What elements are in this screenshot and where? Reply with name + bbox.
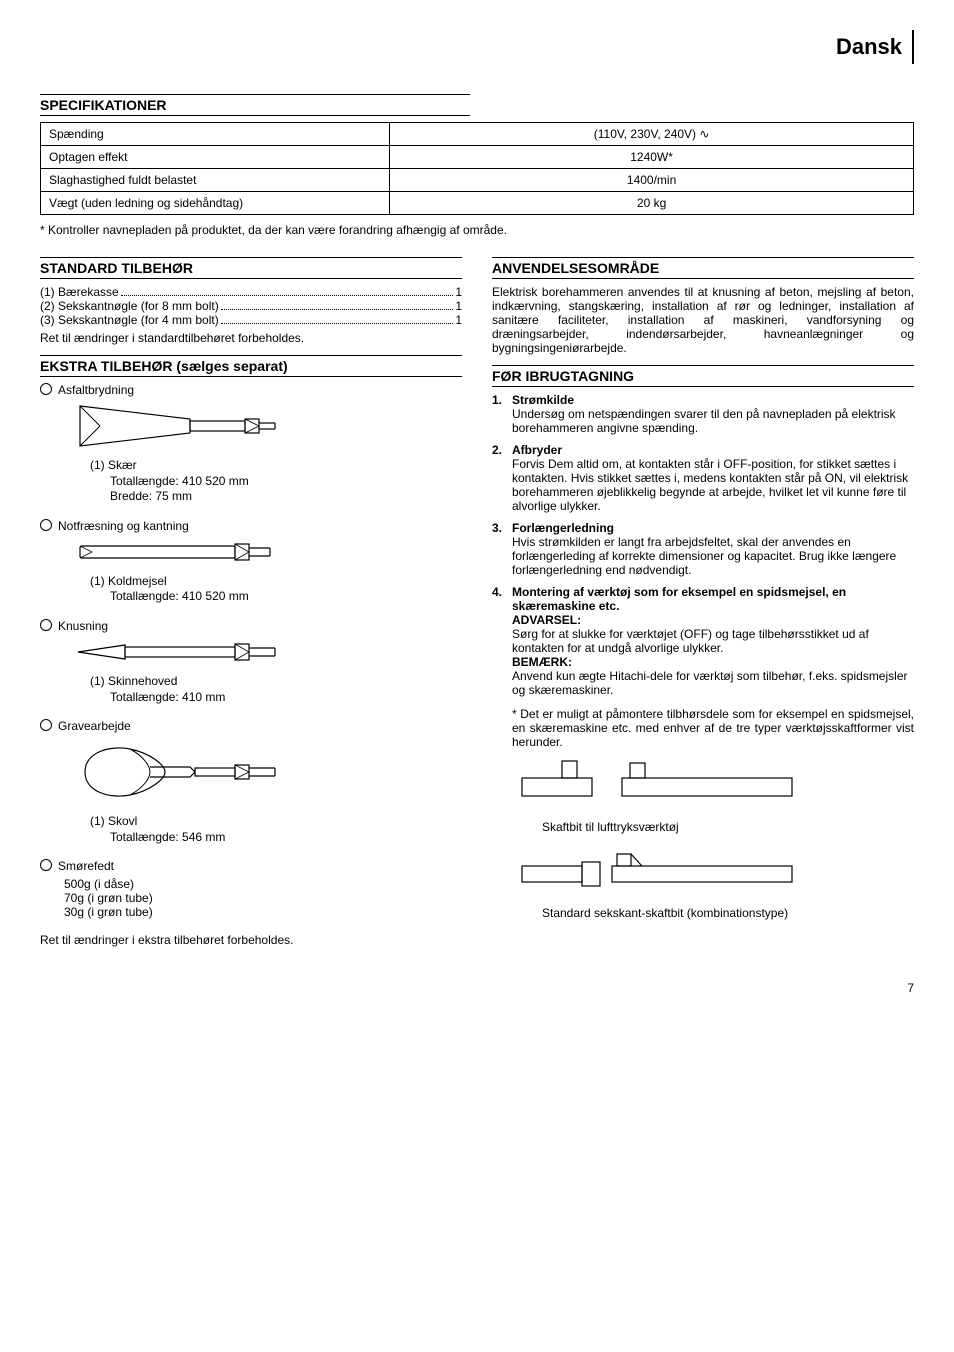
bullet-icon: [40, 719, 52, 731]
spec-footnote: * Kontroller navnepladen på produktet, d…: [40, 223, 914, 237]
cold-chisel-illustration: [70, 537, 462, 570]
table-row: Vægt (uden ledning og sidehåndtag)20 kg: [41, 192, 914, 215]
before-item: 3. Forlængerledning Hvis strømkilden er …: [492, 521, 914, 577]
spec-value: (110V, 230V, 240V) ∿: [390, 123, 914, 146]
shaft2-illustration: [512, 844, 914, 902]
std-item: (3) Sekskantnøgle (for 4 mm bolt)1: [40, 313, 462, 327]
scoop-illustration: [70, 737, 462, 810]
accessory-asphalt: Asfaltbrydning (1) Skær Totallængde: 410…: [40, 383, 462, 505]
shaft2-caption: Standard sekskant-skaftbit (kombinations…: [542, 906, 914, 920]
accessory-crush: Knusning (1) Skinnehoved Totallængde: 41…: [40, 619, 462, 705]
bullet-icon: [40, 383, 52, 395]
std-acc-heading: STANDARD TILBEHØR: [40, 257, 462, 279]
accessory-groove: Notfræsning og kantning (1) Koldmejsel T…: [40, 519, 462, 605]
bullet-icon: [40, 859, 52, 871]
grease-line: 500g (i dåse): [64, 877, 462, 891]
page-number: 7: [40, 981, 914, 995]
std-item: (1) Bærekasse1: [40, 285, 462, 299]
table-row: Slaghastighed fuldt belastet1400/min: [41, 169, 914, 192]
spec-label: Slaghastighed fuldt belastet: [41, 169, 390, 192]
app-text: Elektrisk borehammeren anvendes til at k…: [492, 285, 914, 355]
spec-value: 1400/min: [390, 169, 914, 192]
grease-line: 70g (i grøn tube): [64, 891, 462, 905]
accessory-grease: Smørefedt 500g (i dåse) 70g (i grøn tube…: [40, 859, 462, 919]
spec-label: Vægt (uden ledning og sidehåndtag): [41, 192, 390, 215]
bull-point-illustration: [70, 637, 462, 670]
caption: (1) Skinnehoved Totallængde: 410 mm: [90, 674, 462, 705]
before-item: 2. Afbryder Forvis Dem altid om, at kont…: [492, 443, 914, 513]
bullet-icon: [40, 519, 52, 531]
caption: (1) Skovl Totallængde: 546 mm: [90, 814, 462, 845]
spec-heading: SPECIFIKATIONER: [40, 94, 470, 116]
before-item: 4. Montering af værktøj som for eksempel…: [492, 585, 914, 920]
before-item: 1. Strømkilde Undersøg om netspændingen …: [492, 393, 914, 435]
std-note: Ret til ændringer i standardtilbehøret f…: [40, 331, 462, 345]
before-heading: FØR IBRUGTAGNING: [492, 365, 914, 387]
caption: (1) Skær Totallængde: 410 520 mm Bredde:…: [90, 458, 462, 505]
grease-line: 30g (i grøn tube): [64, 905, 462, 919]
caption: (1) Koldmejsel Totallængde: 410 520 mm: [90, 574, 462, 605]
extra-note: Ret til ændringer i ekstra tilbehøret fo…: [40, 933, 462, 947]
shaft1-illustration: [512, 753, 914, 816]
std-item: (2) Sekskantnøgle (for 8 mm bolt)1: [40, 299, 462, 313]
extra-acc-heading: EKSTRA TILBEHØR (sælges separat): [40, 355, 462, 377]
spec-value: 1240W*: [390, 146, 914, 169]
accessory-dig: Gravearbejde (1) Skovl Totallængde: 546 …: [40, 719, 462, 845]
table-row: Spænding(110V, 230V, 240V) ∿: [41, 123, 914, 146]
spec-value: 20 kg: [390, 192, 914, 215]
cutter-illustration: [70, 401, 462, 454]
table-row: Optagen effekt1240W*: [41, 146, 914, 169]
spec-label: Spænding: [41, 123, 390, 146]
language-header: Dansk: [40, 30, 914, 64]
shaft1-caption: Skaftbit til lufttryksværktøj: [542, 820, 914, 834]
spec-table: Spænding(110V, 230V, 240V) ∿ Optagen eff…: [40, 122, 914, 215]
app-heading: ANVENDELSESOMRÅDE: [492, 257, 914, 279]
bullet-icon: [40, 619, 52, 631]
spec-label: Optagen effekt: [41, 146, 390, 169]
star-note: * Det er muligt at påmontere tilbhørsdel…: [512, 707, 914, 749]
